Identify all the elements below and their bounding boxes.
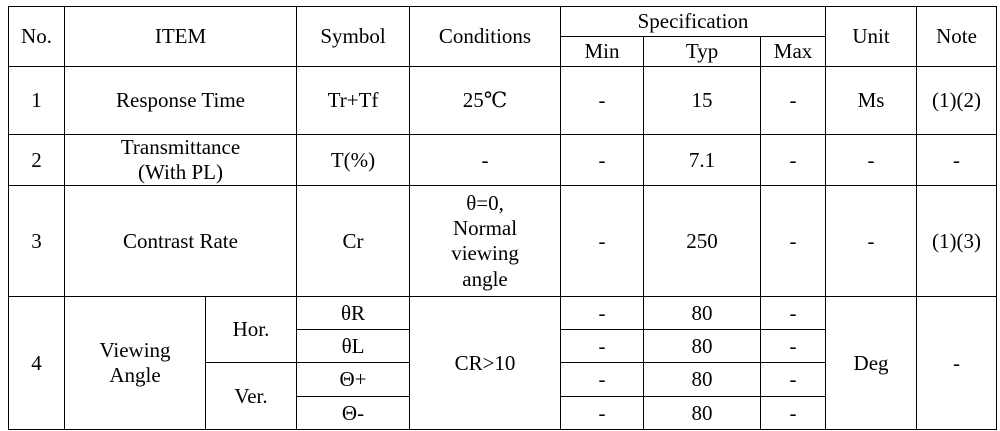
table-row: θL - 80 - bbox=[9, 329, 997, 364]
row-no: 3 bbox=[8, 185, 65, 298]
row-typ: 80 bbox=[643, 329, 762, 364]
row-no: 4 bbox=[8, 296, 65, 431]
row-symbol: θL bbox=[296, 329, 411, 364]
row-symbol: θR bbox=[296, 296, 411, 331]
row-item: Transmittance (With PL) bbox=[63, 133, 298, 187]
header-item: ITEM bbox=[63, 6, 298, 67]
row-min: - bbox=[560, 66, 645, 135]
row-symbol: Tr+Tf bbox=[296, 66, 411, 135]
row-min: - bbox=[560, 396, 645, 431]
table-row: Θ- - 80 - bbox=[9, 396, 997, 431]
row-unit: - bbox=[825, 133, 918, 187]
row-max: - bbox=[760, 396, 827, 431]
viewing-unit: Deg bbox=[825, 296, 918, 431]
row-max: - bbox=[760, 185, 827, 298]
row-conditions: - bbox=[409, 133, 562, 187]
row-unit: - bbox=[825, 185, 918, 298]
row-typ: 250 bbox=[643, 185, 762, 298]
row-typ: 80 bbox=[643, 362, 762, 398]
row-note: (1)(3) bbox=[916, 185, 998, 298]
table-row: Ver. Θ+ - 80 - bbox=[9, 362, 997, 431]
row-note: (1)(2) bbox=[916, 66, 998, 135]
header-specification: Specification bbox=[560, 6, 827, 37]
viewing-ver-label: Ver. bbox=[204, 362, 298, 431]
table-row: 2 Transmittance (With PL) T(%) - - 7.1 -… bbox=[8, 133, 998, 187]
row-max: - bbox=[760, 66, 827, 135]
row-symbol: Cr bbox=[296, 185, 411, 298]
table-row: 3 Contrast Rate Cr θ=0, Normal viewing a… bbox=[8, 185, 998, 298]
row-max: - bbox=[760, 133, 827, 187]
row-no: 2 bbox=[8, 133, 65, 187]
header-no: No. bbox=[8, 6, 65, 67]
header-unit: Unit bbox=[825, 6, 918, 67]
viewing-angle-item: Viewing Angle bbox=[64, 296, 206, 431]
header-conditions: Conditions bbox=[409, 6, 562, 67]
viewing-note: - bbox=[916, 296, 998, 431]
row-min: - bbox=[560, 296, 645, 331]
row-min: - bbox=[560, 185, 645, 298]
row-min: - bbox=[560, 329, 645, 364]
specification-table: No. ITEM Symbol Conditions Specification… bbox=[8, 6, 998, 431]
row-conditions: θ=0, Normal viewing angle bbox=[409, 185, 562, 298]
row-item: Response Time bbox=[63, 66, 298, 135]
row-symbol: Θ+ bbox=[296, 362, 411, 398]
viewing-conditions: CR>10 bbox=[409, 296, 562, 431]
row-item: Contrast Rate bbox=[63, 185, 298, 298]
row-max: - bbox=[760, 296, 827, 331]
row-no: 1 bbox=[8, 66, 65, 135]
row-typ: 7.1 bbox=[643, 133, 762, 187]
header-note: Note bbox=[916, 6, 998, 67]
table-row: 1 Response Time Tr+Tf 25℃ - 15 - Ms (1)(… bbox=[8, 66, 998, 135]
header-min: Min bbox=[560, 36, 645, 67]
row-max: - bbox=[760, 362, 827, 398]
row-note: - bbox=[916, 133, 998, 187]
row-symbol: Θ- bbox=[296, 396, 411, 431]
row-conditions: 25℃ bbox=[409, 66, 562, 135]
table-row: 4 Viewing Angle Hor. θR CR>10 - 80 - Deg… bbox=[8, 296, 998, 431]
row-typ: 80 bbox=[643, 396, 762, 431]
row-typ: 80 bbox=[643, 296, 762, 331]
header-typ: Typ bbox=[643, 36, 762, 67]
row-min: - bbox=[560, 362, 645, 398]
row-unit: Ms bbox=[825, 66, 918, 135]
header-max: Max bbox=[760, 36, 827, 67]
row-typ: 15 bbox=[643, 66, 762, 135]
row-max: - bbox=[760, 329, 827, 364]
row-symbol: T(%) bbox=[296, 133, 411, 187]
header-symbol: Symbol bbox=[296, 6, 411, 67]
viewing-hor-label: Hor. bbox=[204, 296, 298, 364]
row-min: - bbox=[560, 133, 645, 187]
